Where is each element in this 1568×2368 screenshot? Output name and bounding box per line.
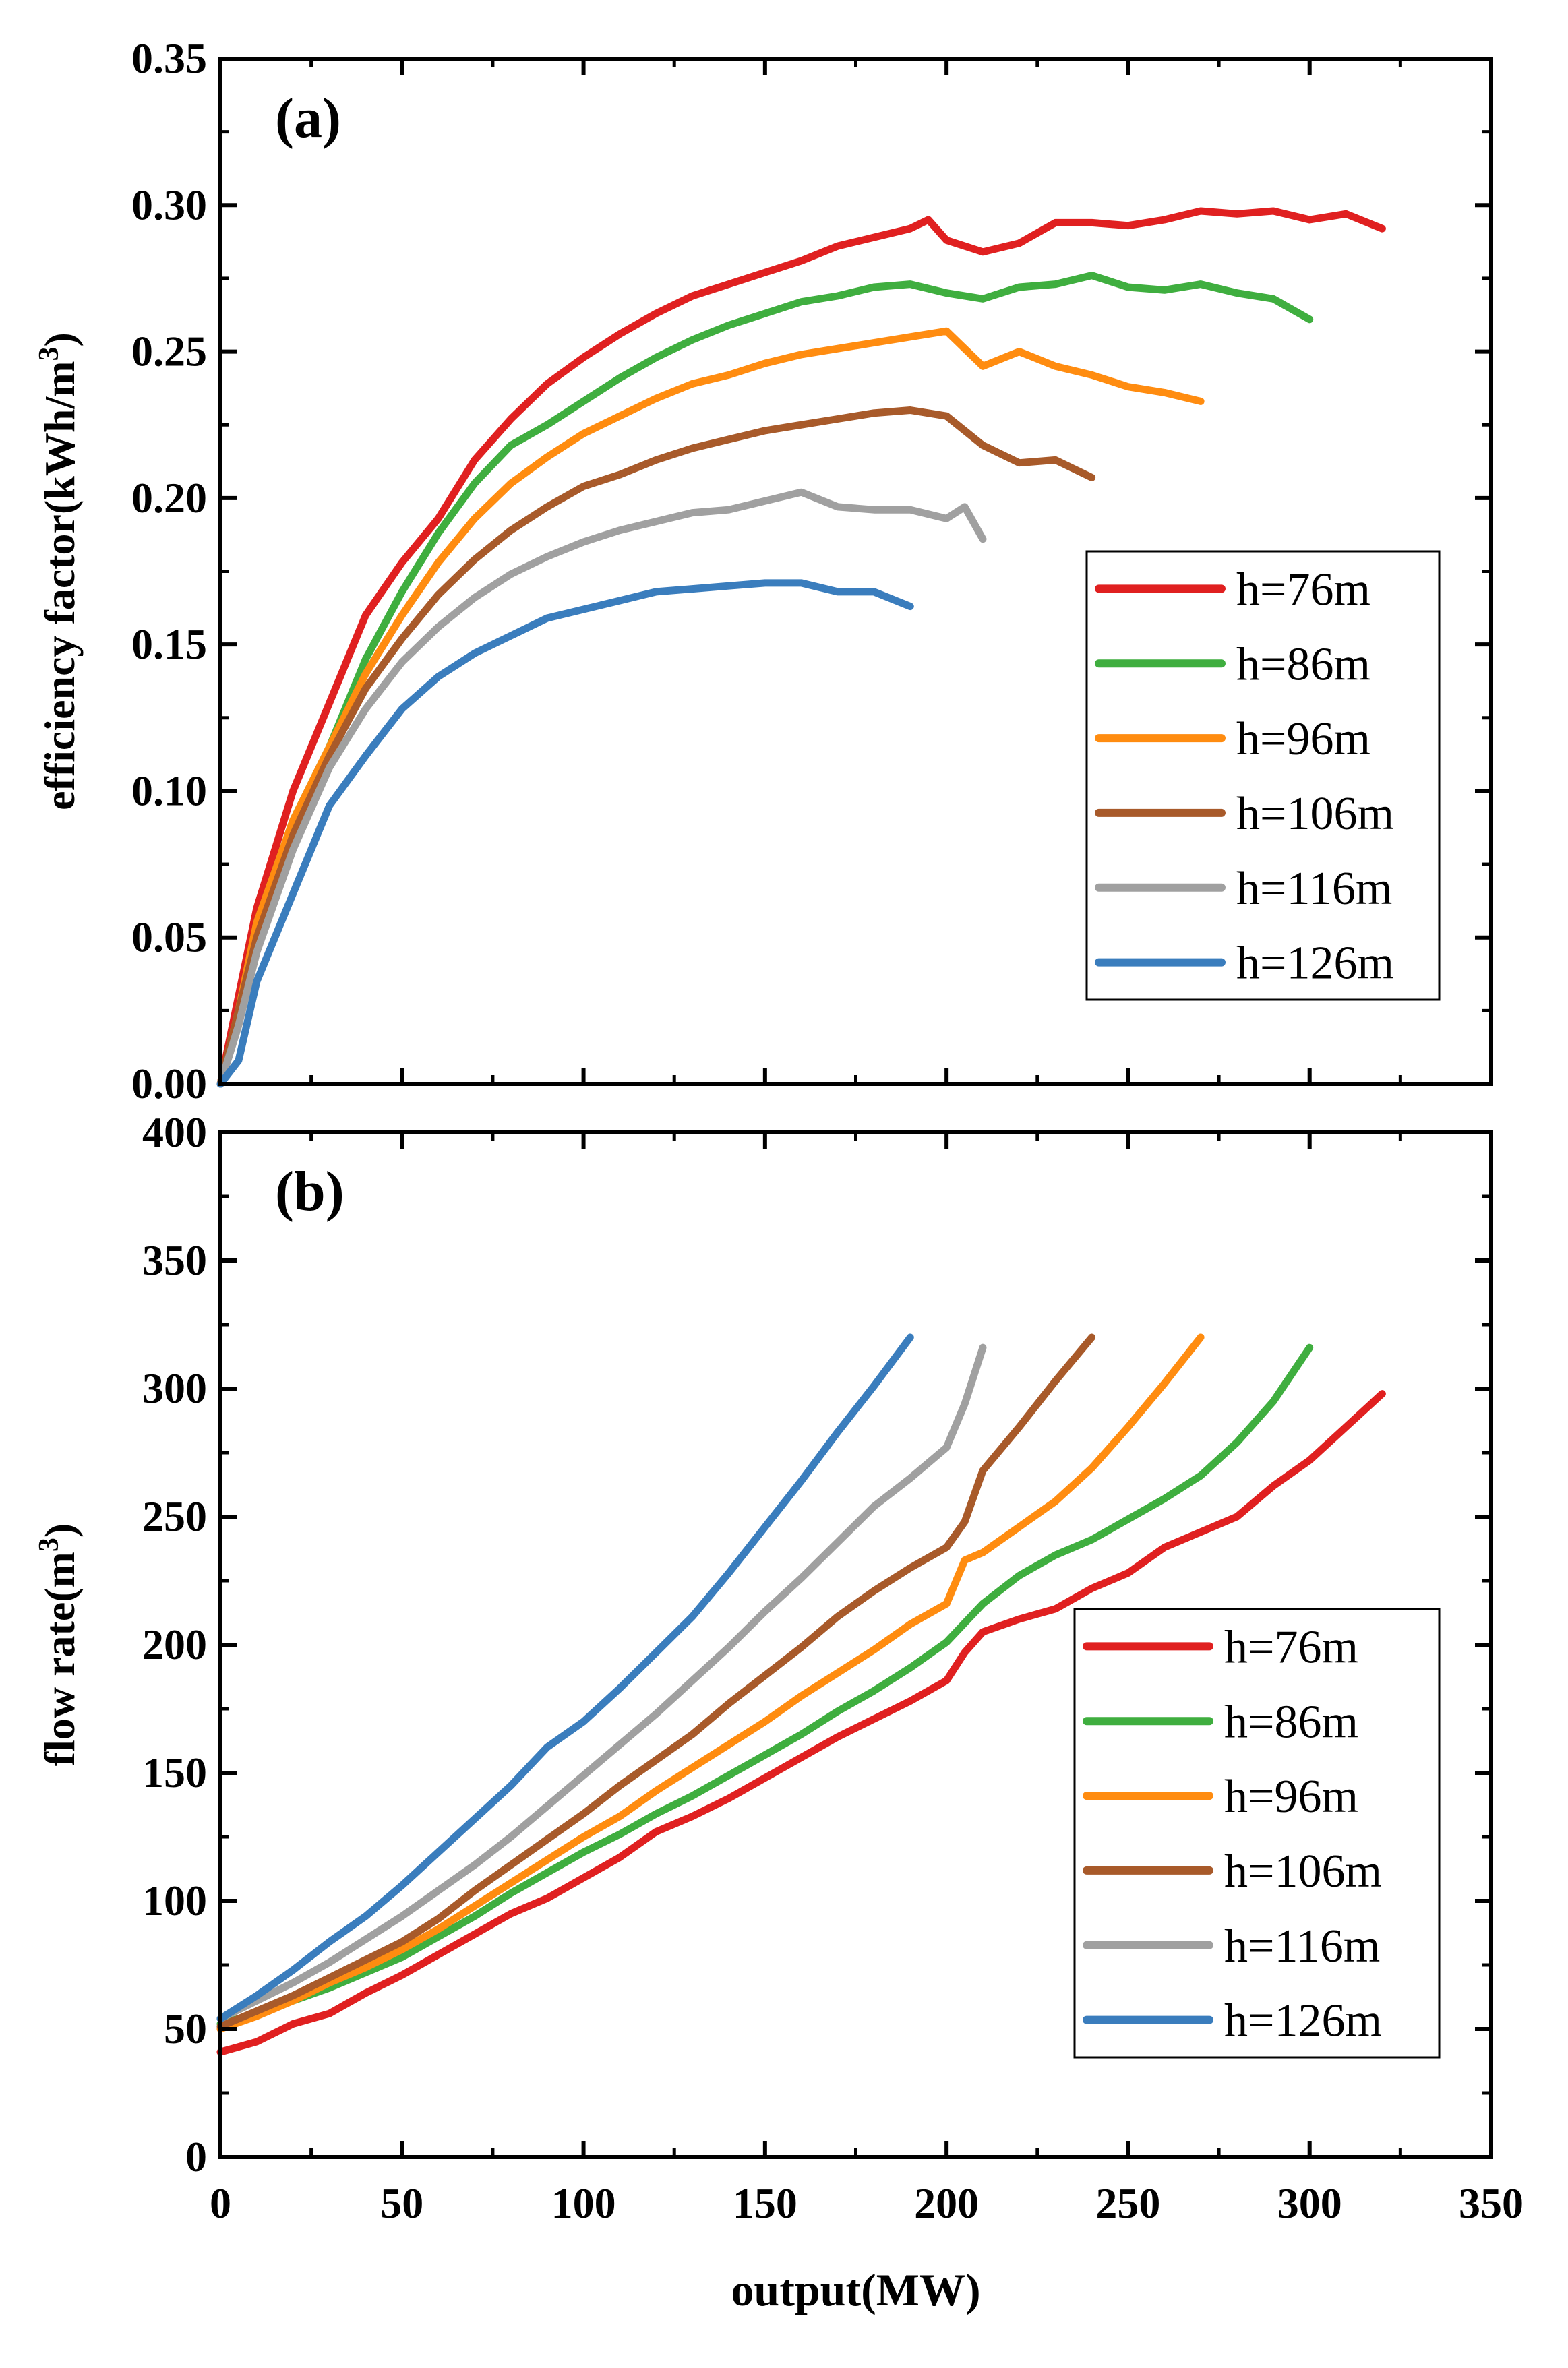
series-line-h-96m [216,327,1205,1088]
y-tick-label: 0.30 [131,181,207,229]
y-tick-label: 400 [142,1108,207,1156]
x-tick-label: 100 [551,2179,616,2227]
series-line-h-126m [216,579,914,1088]
panel-b-flow-rate-chart: 0 50 100 150 200 250 300 350 400 0 50 100 150 200 250 3… [34,1108,1524,2227]
x-tick-label: 50 [380,2179,423,2227]
legend-label: h=76m [1224,1621,1358,1673]
y-tick-label: 0.20 [131,474,207,522]
legend-label: h=86m [1236,638,1370,690]
legend-item: h=76m [1083,1621,1358,1673]
legend-label: h=126m [1236,938,1394,990]
y-tick-label: 100 [142,1877,207,1924]
series-line-h-116m [216,1343,987,2023]
y-tick-label: 0.15 [131,620,207,668]
legend-item: h=126m [1083,1995,1382,2047]
y-tick-label: 250 [142,1492,207,1540]
series-line-h-116m [216,488,987,1088]
x-tick-label: 350 [1459,2179,1524,2227]
x-axis-label: output(MW) [731,2264,980,2315]
y-tick-label: 0.10 [131,766,207,814]
y-tick-label: 0.35 [131,34,207,82]
series-line-h-76m [216,1390,1386,2056]
legend-item: h=106m [1083,1846,1382,1898]
panel-b-y-axis-label: flow rate(m3) [34,1523,84,1766]
legend-label: h=116m [1224,1920,1380,1972]
legend-label: h=106m [1224,1846,1382,1898]
panel-a-y-axis-label: efficiency factor(kWh/m3) [34,332,84,810]
legend-item: h=86m [1095,638,1370,690]
series-line-h-106m [216,1333,1096,2030]
x-tick-label: 300 [1277,2179,1342,2227]
panel-a-series [216,207,1386,1088]
legend-item: h=96m [1095,713,1370,765]
y-tick-label: 0.05 [131,913,207,961]
legend-label: h=96m [1236,713,1370,765]
legend-label: h=96m [1224,1771,1358,1823]
series-line-h-86m [216,1343,1314,2028]
x-tick-label: 200 [914,2179,979,2227]
legend-item: h=116m [1083,1920,1380,1972]
y-tick-label: 0.00 [131,1060,207,1107]
x-tick-label: 150 [733,2179,797,2227]
panel-a-efficiency-chart: 0.00 0.05 0.10 0.15 0.20 0.25 0.30 0.35 (a) eff… [34,34,1493,1107]
y-tick-label: 300 [142,1364,207,1412]
series-line-h-106m [216,406,1096,1088]
series-line-h-126m [216,1333,914,2023]
legend-item: h=116m [1095,863,1392,915]
legend-item: h=86m [1083,1696,1358,1748]
panel-a-label: (a) [275,87,341,150]
x-tick-label: 250 [1095,2179,1160,2227]
legend-box [1073,1608,1441,2059]
legend-label: h=106m [1236,788,1394,840]
legend-label: h=126m [1224,1995,1382,2047]
panel-b-legend: h=76m h=86m h=96m h=106m h=116m h=126m [1073,1608,1441,2059]
panel-b-series [216,1333,1386,2056]
y-tick-label: 200 [142,1620,207,1668]
legend-label: h=86m [1224,1696,1358,1748]
panel-b-ticks: 0 50 100 150 200 250 300 350 400 0 50 100 150 200 250 3… [142,1108,1524,2227]
y-tick-label: 150 [142,1749,207,1796]
legend-item: h=106m [1095,788,1394,840]
y-tick-label: 50 [164,2005,207,2053]
series-line-h-86m [216,272,1314,1088]
x-tick-label: 0 [210,2179,231,2227]
y-tick-label: 0 [185,2133,207,2181]
panel-a-legend: h=76m h=86m h=96m h=106m h=116m h=126m [1085,550,1441,1001]
legend-box [1085,550,1441,1001]
panel-a-ticks: 0.00 0.05 0.10 0.15 0.20 0.25 0.30 0.35 [131,34,1493,1107]
y-tick-label: 0.25 [131,328,207,375]
y-tick-label: 350 [142,1236,207,1284]
legend-item: h=76m [1095,564,1370,615]
series-line-h-76m [216,207,1386,1088]
legend-item: h=126m [1095,938,1394,990]
legend-item: h=96m [1083,1771,1358,1823]
panel-b-label: (b) [275,1160,344,1223]
legend-label: h=76m [1236,564,1370,615]
legend-label: h=116m [1236,863,1392,915]
series-line-h-96m [216,1333,1205,2033]
